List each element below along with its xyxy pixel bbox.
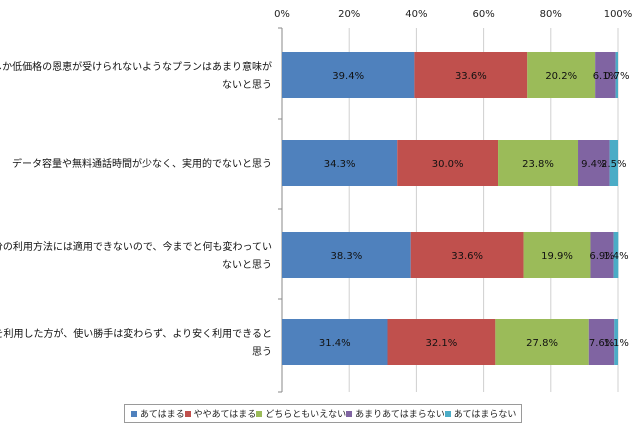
- legend-item: どちらともいえない: [256, 407, 346, 420]
- bar-segment: [282, 52, 415, 98]
- data-label: 31.4%: [319, 338, 351, 349]
- x-tick-label: 40%: [405, 9, 427, 20]
- bar-segment: [498, 140, 579, 186]
- legend-item: あてはまらない: [444, 407, 517, 420]
- data-label: 7.6%: [589, 338, 614, 349]
- category-label: 一部の人しか低価格の恩恵が受けられないようなプランはあまり意味が: [0, 60, 272, 73]
- data-label: 20.2%: [545, 71, 577, 82]
- bar-segment: [387, 319, 496, 365]
- data-label: 33.6%: [451, 251, 483, 262]
- legend-label: あまりあてはまらない: [355, 410, 445, 420]
- bar-segment: [527, 52, 596, 98]
- legend-swatch: [256, 410, 263, 417]
- legend-label: どちらともいえない: [265, 410, 347, 420]
- data-label: 34.3%: [324, 159, 356, 170]
- bar-segment: [578, 140, 610, 186]
- legend-item: あてはまる: [131, 407, 185, 420]
- category-label: ないと思う: [222, 79, 272, 91]
- bar-segment: [590, 232, 614, 278]
- x-tick-label: 0%: [274, 9, 290, 20]
- legend-label: あてはまらない: [453, 410, 517, 420]
- data-label: 19.9%: [541, 251, 573, 262]
- data-label: 23.8%: [522, 159, 554, 170]
- legend-swatch: [131, 410, 137, 417]
- bar-segment: [282, 232, 411, 278]
- legend-item: あまりあてはまらない: [346, 407, 445, 420]
- legend-item: ややあてはまる: [184, 407, 257, 420]
- category-label: 現在の自分の利用方法には適用できないので、今までと何も変わってい: [0, 240, 272, 253]
- legend-swatch: [346, 410, 353, 417]
- bar-segment: [523, 232, 591, 278]
- bar-segment: [495, 319, 589, 365]
- x-tick-label: 20%: [338, 9, 360, 20]
- data-label: 6.9%: [589, 251, 614, 262]
- data-label: 39.4%: [332, 71, 364, 82]
- legend-swatch: [444, 410, 451, 417]
- bar-segment: [595, 52, 616, 98]
- bar-segment: [588, 319, 615, 365]
- data-label: 2.5%: [601, 159, 626, 170]
- category-label: ないと思う: [222, 259, 272, 271]
- data-label: 30.0%: [432, 159, 464, 170]
- x-tick-label: 60%: [472, 9, 494, 20]
- category-label: データ容量や無料通話時間が少なく、実用的でないと思う: [12, 157, 272, 170]
- bar-segment: [414, 52, 528, 98]
- x-tick-label: 100%: [604, 9, 633, 20]
- bar-segment: [609, 140, 618, 186]
- legend-label: あてはまる: [140, 410, 185, 420]
- x-tick-label: 80%: [540, 9, 562, 20]
- data-label: 9.4%: [581, 159, 606, 170]
- data-label: 32.1%: [426, 338, 458, 349]
- data-label: 38.3%: [330, 251, 362, 262]
- data-label: 0.7%: [604, 71, 629, 82]
- data-label: 1.4%: [603, 251, 628, 262]
- data-label: 27.8%: [526, 338, 558, 349]
- bar-segment: [613, 232, 619, 278]
- bar-segment: [614, 319, 618, 365]
- data-label: 1.1%: [603, 338, 628, 349]
- category-label: 格安SIMを利用した方が、使い勝手は変わらず、より安く利用できると: [0, 327, 272, 340]
- data-label: 6.1%: [593, 71, 618, 82]
- bar-segment: [615, 52, 618, 98]
- legend: あてはまる ややあてはまる どちらともいえない あまりあてはまらない あてはまらない: [124, 404, 522, 423]
- legend-label: ややあてはまる: [193, 410, 257, 420]
- bar-segment: [397, 140, 499, 186]
- category-label: 思う: [252, 346, 272, 358]
- bar-segment: [282, 140, 398, 186]
- data-label: 33.6%: [455, 71, 487, 82]
- bar-segment: [282, 319, 388, 365]
- bar-segment: [410, 232, 524, 278]
- legend-swatch: [184, 410, 191, 417]
